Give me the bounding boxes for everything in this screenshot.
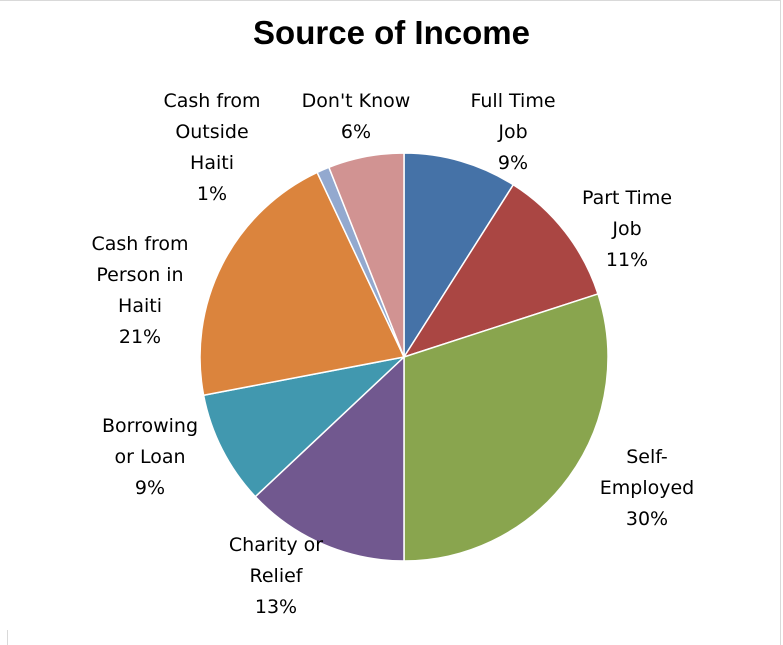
pie-slice — [202, 355, 407, 498]
slice-label: Cash from Outside Haiti 1% — [163, 90, 260, 205]
frame-edge — [7, 630, 8, 645]
pie-slice — [402, 183, 599, 359]
pie-slice — [254, 355, 405, 562]
slice-label: Charity or Relief 13% — [229, 534, 323, 618]
slice-label: Part Time Job 11% — [582, 187, 672, 271]
chart-title: Source of Income — [253, 14, 530, 51]
pie-slice — [403, 152, 515, 360]
pie-slice — [327, 152, 405, 358]
pie-slice — [199, 171, 406, 397]
slice-label: Self-Employed 30% — [600, 446, 694, 530]
slice-label: Cash from Person in Haiti 21% — [91, 233, 188, 348]
slice-label: Borrowing or Loan 9% — [102, 415, 198, 499]
slice-label: Full Time Job 9% — [470, 90, 555, 174]
pie-slice — [403, 293, 609, 562]
slice-label: Don't Know 6% — [302, 90, 411, 143]
